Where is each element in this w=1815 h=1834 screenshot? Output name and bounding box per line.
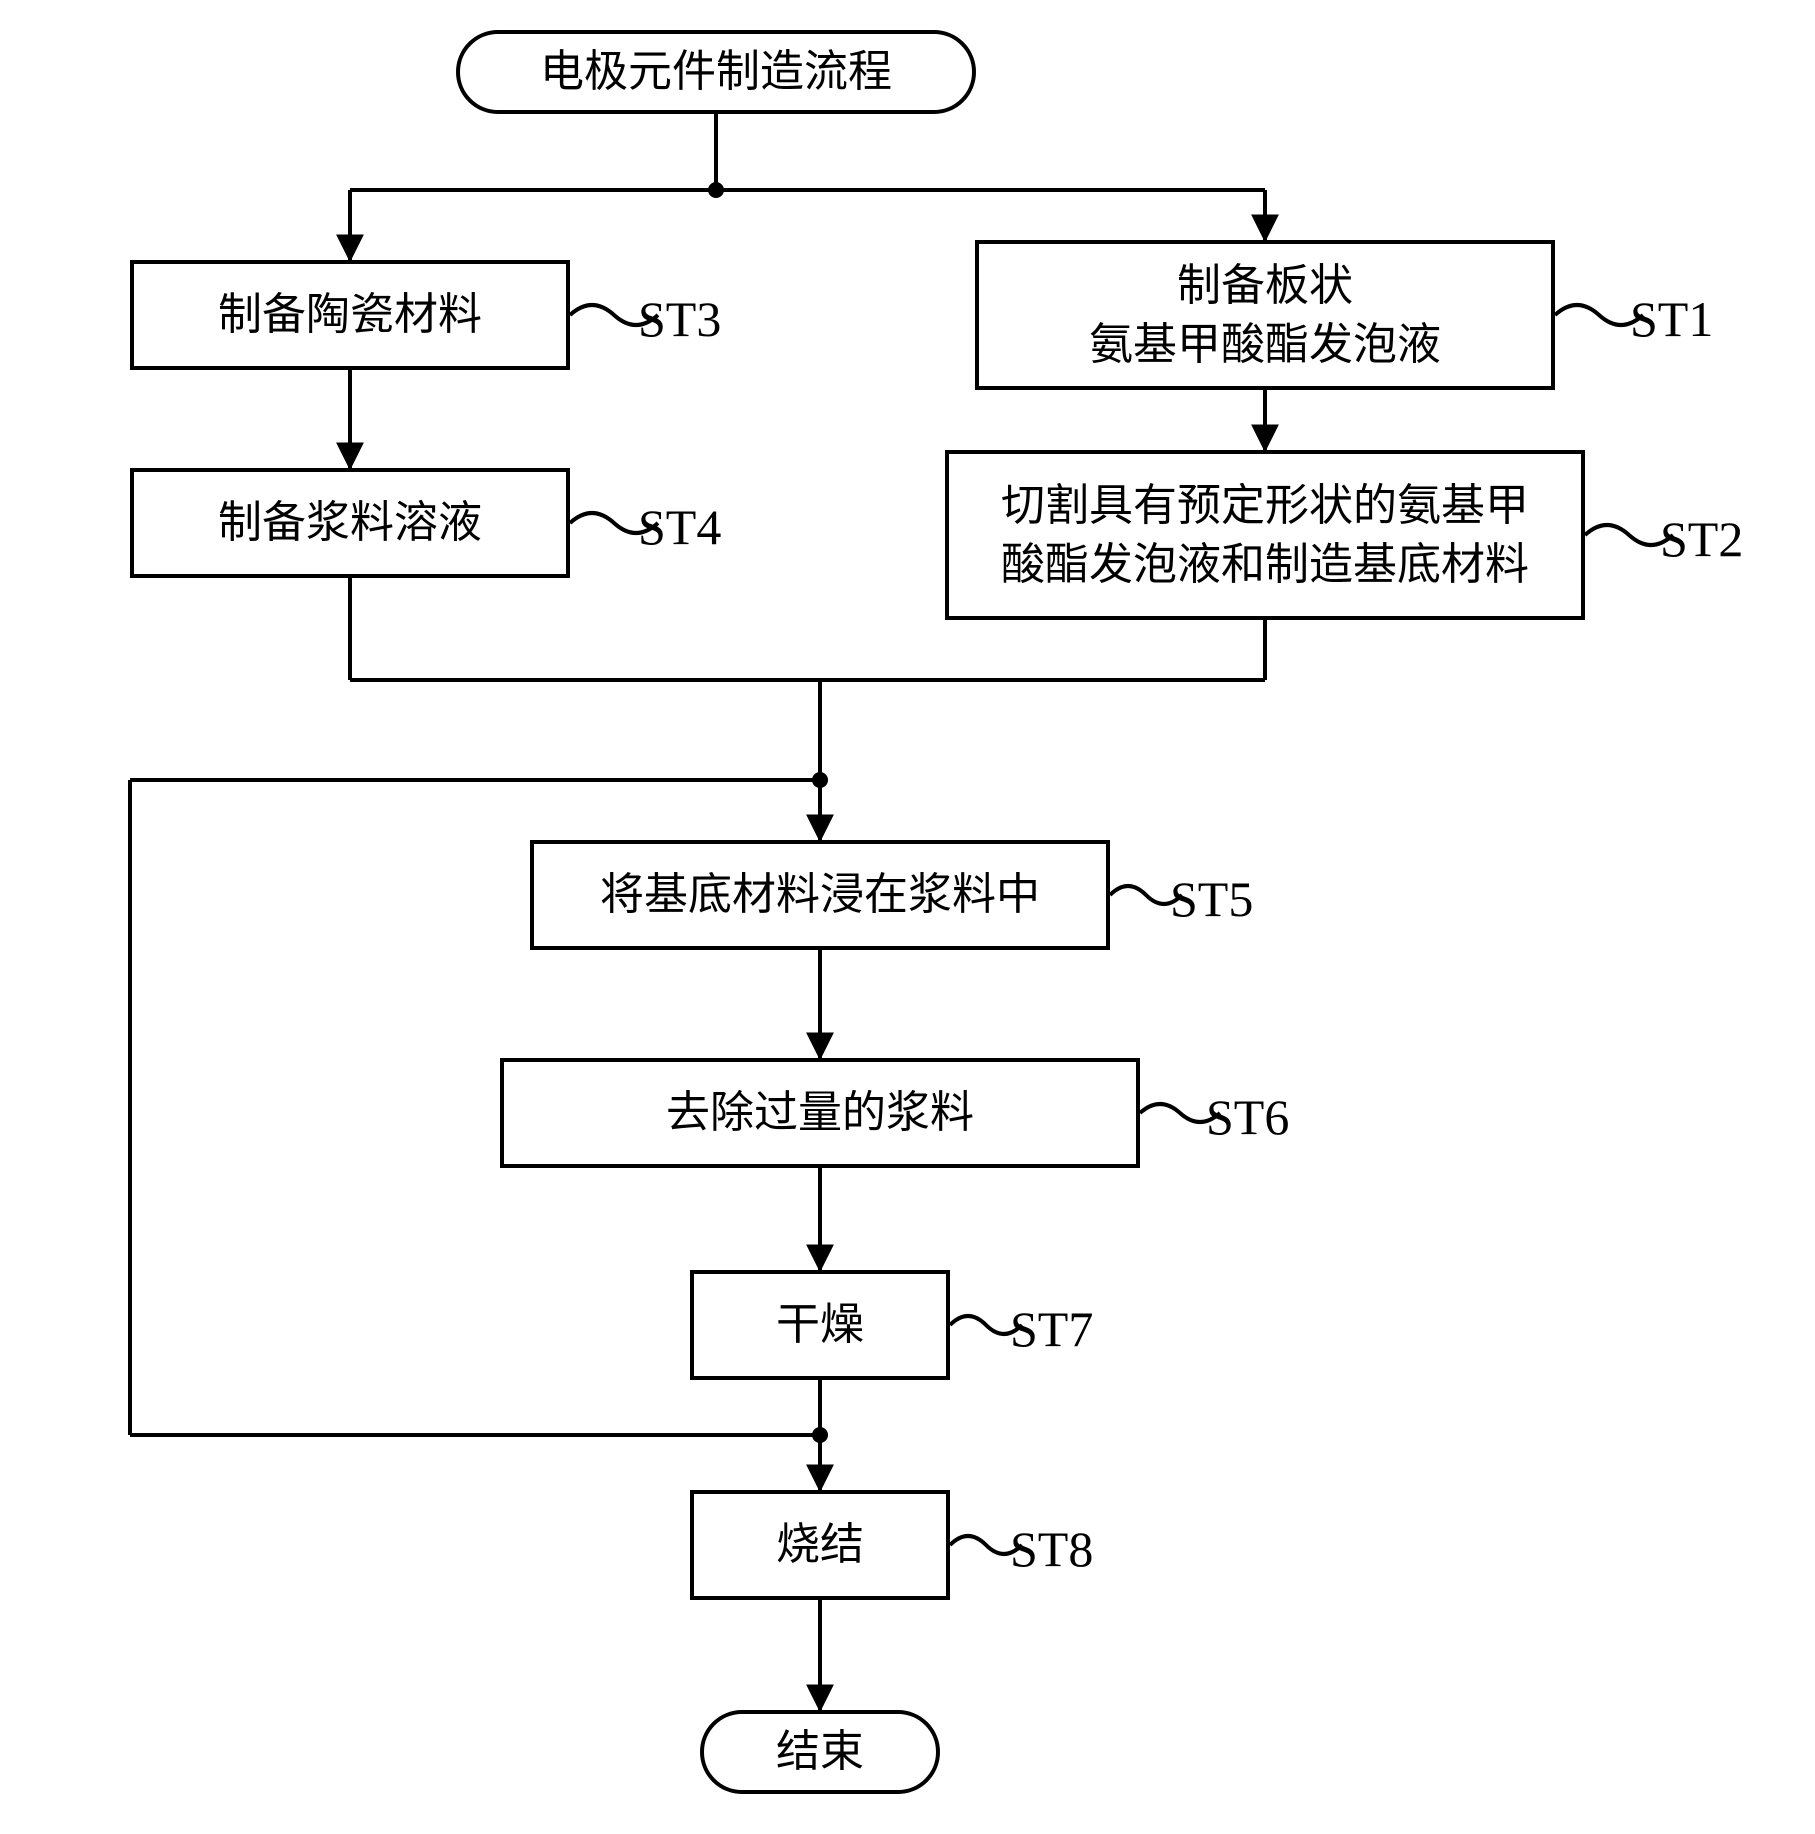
node-st1-text: 制备板状氨基甲酸酯发泡液 — [1089, 256, 1441, 375]
node-st3-text: 制备陶瓷材料 — [218, 285, 482, 344]
node-st8-text: 烧结 — [776, 1515, 864, 1574]
node-st5-text: 将基底材料浸在浆料中 — [600, 865, 1040, 924]
node-st6: 去除过量的浆料 — [500, 1058, 1140, 1168]
node-end: 结束 — [700, 1710, 940, 1794]
label-st6: ST6 — [1206, 1088, 1289, 1146]
node-st4: 制备浆料溶液 — [130, 468, 570, 578]
label-st1: ST1 — [1630, 290, 1713, 348]
node-st4-text: 制备浆料溶液 — [218, 493, 482, 552]
node-end-text: 结束 — [776, 1722, 864, 1781]
node-st2-text: 切割具有预定形状的氨基甲酸酯发泡液和制造基底材料 — [1001, 476, 1529, 595]
node-st7-text: 干燥 — [776, 1295, 864, 1354]
flowchart-canvas: 电极元件制造流程 制备陶瓷材料 ST3 制备浆料溶液 ST4 制备板状氨基甲酸酯… — [0, 0, 1815, 1834]
node-st6-text: 去除过量的浆料 — [666, 1083, 974, 1142]
node-start-text: 电极元件制造流程 — [540, 42, 892, 101]
node-st3: 制备陶瓷材料 — [130, 260, 570, 370]
node-st5: 将基底材料浸在浆料中 — [530, 840, 1110, 950]
label-st3: ST3 — [638, 290, 721, 348]
label-st4: ST4 — [638, 498, 721, 556]
label-st8: ST8 — [1010, 1520, 1093, 1578]
node-st2: 切割具有预定形状的氨基甲酸酯发泡液和制造基底材料 — [945, 450, 1585, 620]
label-st2: ST2 — [1660, 510, 1743, 568]
node-st7: 干燥 — [690, 1270, 950, 1380]
node-start: 电极元件制造流程 — [456, 30, 976, 114]
label-st5: ST5 — [1170, 870, 1253, 928]
node-st1: 制备板状氨基甲酸酯发泡液 — [975, 240, 1555, 390]
node-st8: 烧结 — [690, 1490, 950, 1600]
label-st7: ST7 — [1010, 1300, 1093, 1358]
